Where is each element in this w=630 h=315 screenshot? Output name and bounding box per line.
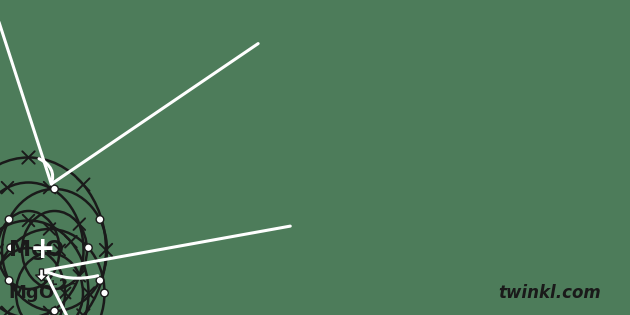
FancyArrowPatch shape: [0, 0, 258, 184]
FancyArrowPatch shape: [44, 226, 290, 315]
Text: 2−: 2−: [59, 278, 78, 291]
Text: O: O: [45, 240, 64, 260]
Text: twinkl.com: twinkl.com: [498, 284, 602, 302]
Circle shape: [84, 244, 92, 252]
Circle shape: [5, 277, 13, 284]
Circle shape: [50, 307, 59, 315]
Text: Mg: Mg: [9, 240, 47, 260]
Circle shape: [96, 277, 104, 284]
Circle shape: [7, 244, 14, 252]
Circle shape: [96, 216, 104, 223]
Circle shape: [101, 289, 108, 297]
Text: +: +: [30, 236, 55, 265]
Text: 2+: 2+: [39, 278, 58, 291]
Circle shape: [5, 216, 13, 223]
FancyArrow shape: [35, 269, 47, 281]
Circle shape: [50, 185, 59, 193]
Text: Mg: Mg: [8, 284, 39, 302]
Text: O: O: [38, 284, 53, 302]
